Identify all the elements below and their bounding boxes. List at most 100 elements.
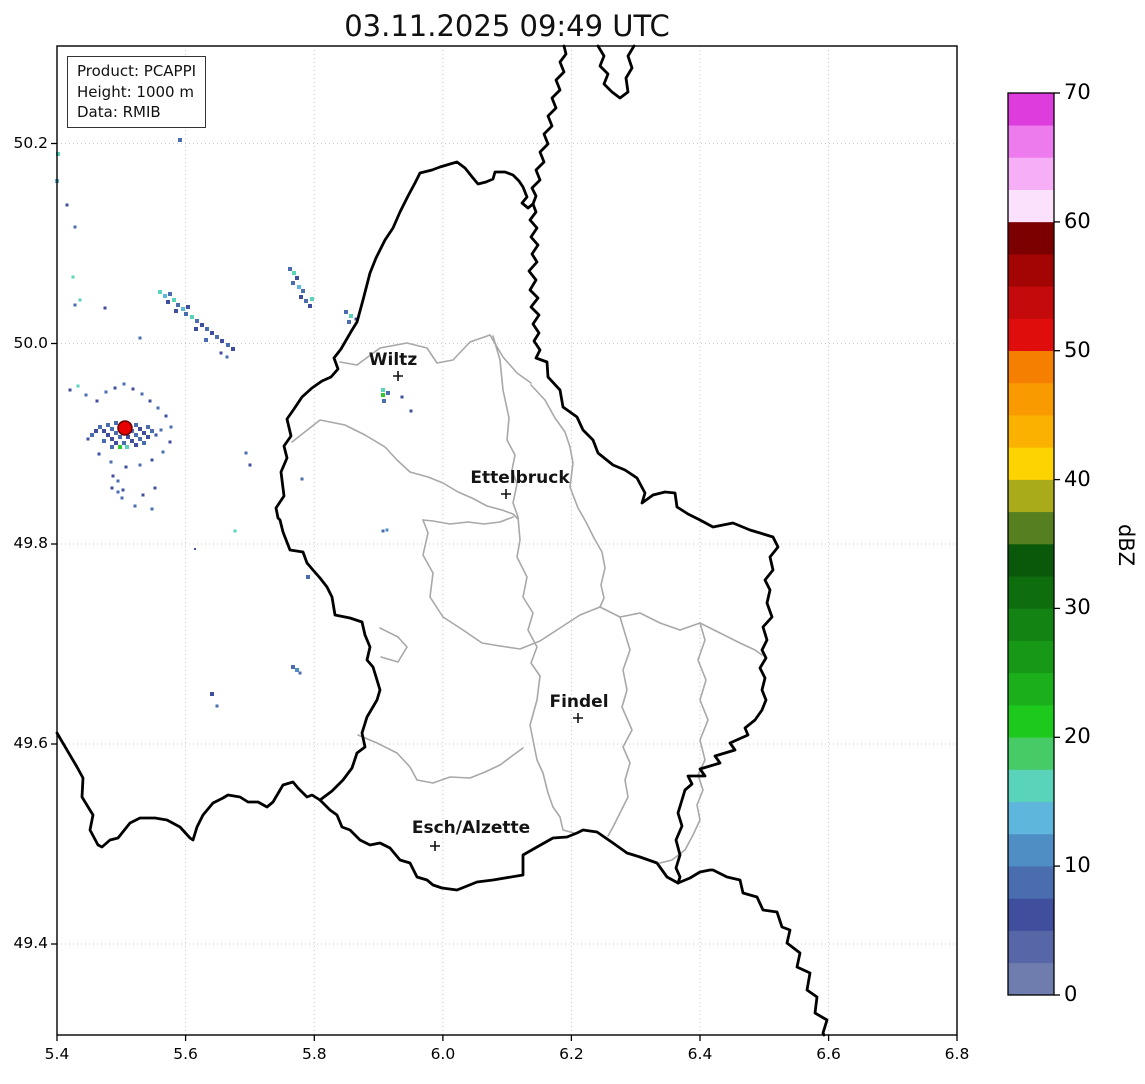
country-border <box>530 44 568 206</box>
radar-echo-pixel <box>219 351 223 355</box>
radar-echo-pixel <box>186 305 190 309</box>
radar-echo-pixel <box>110 437 114 441</box>
radar-echo-pixel <box>118 435 122 439</box>
radar-echo-pixel <box>210 692 214 696</box>
radar-echo-pixel <box>65 203 69 207</box>
radar-echo-pixel <box>298 671 302 675</box>
radar-echo-pixel <box>347 320 351 324</box>
radar-echo-pixel <box>110 445 114 449</box>
colorbar-band <box>1008 736 1054 770</box>
radar-echo-pixel <box>154 433 158 437</box>
colorbar-band <box>1008 511 1054 545</box>
radar-echo-pixel <box>295 668 299 672</box>
radar-echo-pixel <box>382 399 386 403</box>
radar-echo-pixel <box>409 409 413 413</box>
colorbar-band <box>1008 543 1054 577</box>
radar-echo-pixel <box>84 393 88 397</box>
colorbar-band <box>1008 221 1054 255</box>
radar-echo-pixel <box>102 429 106 433</box>
x-tick-label: 6.2 <box>559 1045 584 1063</box>
radar-echo-pixel <box>297 285 301 289</box>
radar-echo-pixel <box>138 336 142 340</box>
country-border <box>274 160 535 802</box>
radar-echo-pixel <box>56 152 60 156</box>
radar-echo-pixel <box>109 460 113 464</box>
radar-echo-pixel <box>194 327 198 331</box>
product-info-box: Product: PCAPPI Height: 1000 m Data: RMI… <box>67 56 207 129</box>
radar-echo-pixel <box>248 463 252 467</box>
radar-echo-pixel <box>308 304 312 308</box>
colorbar-band <box>1008 962 1054 996</box>
radar-echo-pixel <box>344 310 348 314</box>
city-label: Esch/Alzette <box>411 818 531 838</box>
radar-echo-pixel <box>159 428 163 432</box>
radar-echo-pixel <box>215 335 219 339</box>
radar-echo-pixel <box>142 441 146 445</box>
colorbar-band <box>1008 865 1054 899</box>
district-border <box>291 419 519 520</box>
radar-echo-pixel <box>134 423 138 427</box>
radar-echo-pixel <box>300 477 304 481</box>
city-label: Ettelbruck <box>470 468 570 488</box>
radar-echo-pixel <box>310 297 314 301</box>
radar-echo-pixel <box>130 439 134 443</box>
colorbar-band <box>1008 769 1054 803</box>
radar-echo-pixel <box>226 343 230 347</box>
radar-echo-pixel <box>168 292 172 296</box>
y-tick-label: 49.6 <box>13 734 48 752</box>
product-info-line: Data: RMIB <box>77 103 161 122</box>
city-marker <box>501 489 511 499</box>
radar-echo-pixel <box>114 431 118 435</box>
radar-echo-pixel <box>150 429 154 433</box>
colorbar-band <box>1008 575 1054 609</box>
radar-echo-pixel <box>225 355 229 359</box>
radar-echo-pixel <box>146 425 150 429</box>
radar-echo-pixel <box>126 435 130 439</box>
radar-echo-pixel <box>95 399 99 403</box>
colorbar-tick-label: 0 <box>1064 982 1078 1006</box>
radar-echo-pixel <box>68 388 72 392</box>
y-tick-label: 50.2 <box>13 133 48 152</box>
colorbar-band <box>1008 479 1054 513</box>
product-info-line: Product: PCAPPI <box>77 62 197 80</box>
radar-echo-pixel <box>184 312 188 316</box>
colorbar-band <box>1008 285 1054 319</box>
radar-echo-pixel <box>205 327 209 331</box>
radar-echo-pixel <box>148 399 152 403</box>
colorbar-band <box>1008 350 1054 384</box>
colorbar-band <box>1008 608 1054 641</box>
radar-echo-pixel <box>292 271 296 275</box>
radar-echo-pixel <box>104 390 108 394</box>
radar-echo-pixel <box>215 704 219 708</box>
country-border <box>596 44 636 100</box>
product-info-line: Height: 1000 m <box>77 82 194 101</box>
radar-echo-pixel <box>306 575 310 579</box>
radar-echo-pixel <box>138 463 142 467</box>
radar-echo-pixel <box>120 496 124 500</box>
colorbar-band <box>1008 447 1054 480</box>
district-border <box>599 606 763 656</box>
radar-echo-pixel <box>94 429 98 433</box>
radar-echo-pixel <box>288 267 292 271</box>
x-tick-label: 5.4 <box>44 1045 70 1063</box>
colorbar-tick-label: 10 <box>1064 853 1091 878</box>
colorbar-band <box>1008 124 1054 158</box>
radar-echo-pixel <box>295 276 299 280</box>
radar-echo-pixel <box>134 443 138 447</box>
radar-echo-pixel <box>291 281 295 285</box>
radar-echo-pixel <box>156 406 160 410</box>
radar-echo-pixel <box>304 299 308 303</box>
radar-echo-pixel <box>381 388 385 392</box>
radar-echo-pixel <box>181 307 185 311</box>
radar-echo-pixel <box>291 665 295 669</box>
colorbar-band <box>1008 253 1054 287</box>
radar-echo-pixel <box>114 421 118 425</box>
colorbar-band <box>1008 157 1054 190</box>
figure-title: 03.11.2025 09:49 UTC <box>344 9 670 43</box>
radar-echo-pixel <box>124 465 128 469</box>
radar-echo-pixel <box>134 433 138 437</box>
radar-site-marker <box>117 420 133 436</box>
colorbar-band <box>1008 189 1054 223</box>
radar-echo-pixel <box>86 437 90 441</box>
